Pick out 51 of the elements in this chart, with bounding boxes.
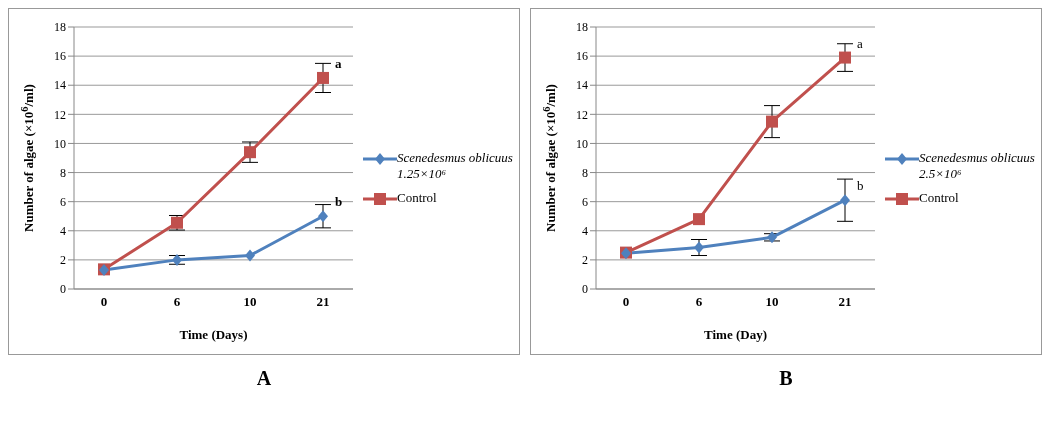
- y-tick-label: 12: [54, 107, 66, 122]
- y-tick-label: 2: [60, 253, 66, 268]
- legend-label: Scenedesmus oblicuus 2.5×10⁶: [919, 149, 1035, 182]
- y-tick-label: 18: [54, 20, 66, 35]
- x-tick-label: 10: [765, 294, 779, 310]
- point: [839, 51, 851, 64]
- x-tick-label: 0: [622, 294, 630, 310]
- point: [840, 194, 850, 207]
- y-tick-label: 2: [582, 253, 588, 268]
- text: A: [255, 367, 273, 390]
- x-tick-label: 6: [695, 294, 703, 310]
- point: [317, 71, 329, 84]
- y-tick-label: 0: [582, 282, 588, 297]
- point: [694, 241, 704, 254]
- y-tick-label: 6: [60, 194, 66, 209]
- y-tick-label: 6: [582, 194, 588, 209]
- point: [244, 146, 256, 159]
- y-tick-label: 0: [60, 282, 66, 297]
- x-tick-label: 21: [316, 294, 330, 310]
- y-tick-label: 4: [582, 224, 588, 239]
- point: [767, 231, 777, 244]
- x-tick-label: 6: [173, 294, 181, 310]
- x-axis-title: Time (Days): [179, 327, 248, 342]
- annotation: b: [335, 194, 343, 210]
- x-tick-label: 10: [243, 294, 257, 310]
- x-tick-label: 0: [100, 294, 108, 310]
- point: [172, 253, 182, 266]
- annotation: b: [857, 178, 864, 194]
- x-tick-label: 21: [838, 294, 852, 310]
- y-tick-label: 12: [576, 107, 588, 122]
- text: B: [778, 367, 794, 390]
- y-tick-label: 14: [576, 78, 588, 93]
- point: [766, 115, 778, 128]
- y-tick-label: 16: [576, 49, 588, 64]
- legend-label: Control: [919, 189, 959, 206]
- legend-label: Control: [397, 189, 437, 206]
- annotation: a: [335, 55, 342, 71]
- y-tick-label: 10: [54, 136, 66, 151]
- y-tick-label: 16: [54, 49, 66, 64]
- y-tick-label: 10: [576, 136, 588, 151]
- point: [318, 210, 328, 223]
- annotation: a: [857, 35, 863, 51]
- x-axis-title: Time (Day): [704, 327, 767, 342]
- y-tick-label: 8: [60, 165, 66, 180]
- y-tick-label: 14: [54, 78, 66, 93]
- y-tick-label: 18: [576, 20, 588, 35]
- y-tick-label: 4: [60, 224, 66, 239]
- point: [245, 249, 255, 262]
- point: [693, 213, 705, 226]
- legend-label: Scenedesmus oblicuus 1.25×10⁶: [397, 149, 513, 182]
- y-tick-label: 8: [582, 165, 588, 180]
